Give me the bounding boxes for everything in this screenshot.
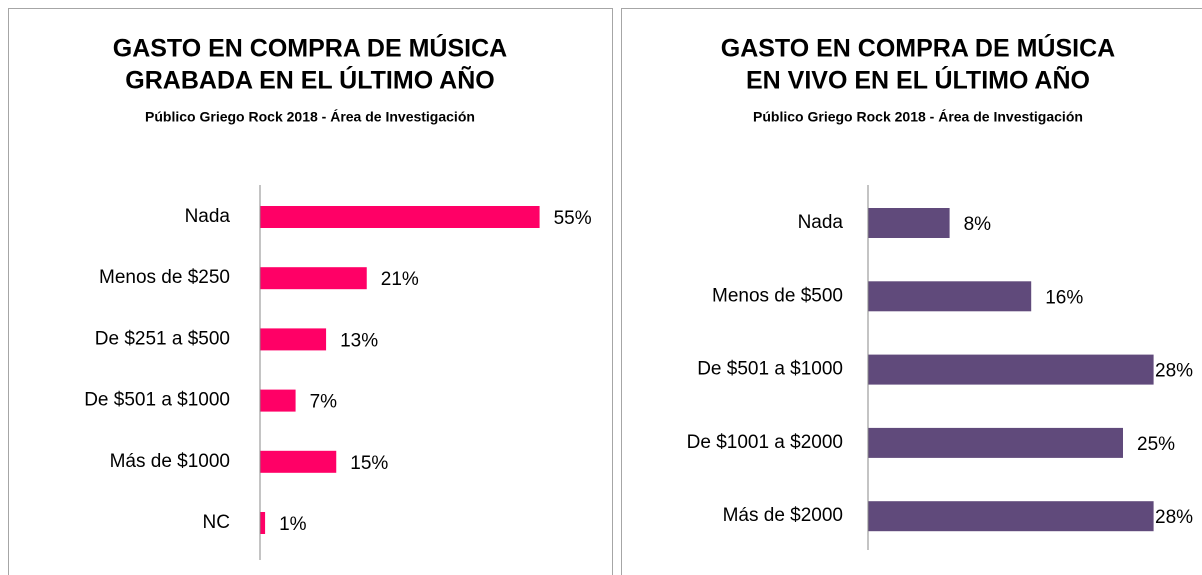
chart-title: GASTO EN COMPRA DE MÚSICA: [113, 33, 507, 63]
bar: [260, 389, 296, 412]
bar: [260, 267, 367, 290]
value-label: 7%: [310, 392, 338, 413]
category-label: De $251 a $500: [95, 328, 230, 349]
category-label: Menos de $500: [712, 285, 843, 306]
category-label: De $501 a $1000: [84, 390, 230, 411]
bar: [868, 501, 1154, 532]
value-label: 25%: [1137, 434, 1175, 455]
value-label: 21%: [381, 269, 419, 290]
value-label: 1%: [279, 514, 307, 535]
category-label: NC: [203, 512, 230, 533]
chart-subtitle: Público Griego Rock 2018 - Área de Inves…: [145, 109, 475, 125]
value-label: 13%: [340, 330, 378, 351]
chart-title: GASTO EN COMPRA DE MÚSICA: [721, 33, 1115, 63]
chart-subtitle: Público Griego Rock 2018 - Área de Inves…: [753, 109, 1083, 125]
category-label: Más de $2000: [723, 505, 843, 526]
bar: [868, 427, 1123, 458]
value-label: 15%: [350, 453, 388, 474]
category-label: Más de $1000: [110, 451, 230, 472]
bar: [868, 354, 1154, 385]
panel: [8, 8, 613, 575]
bar: [260, 450, 337, 473]
category-label: De $1001 a $2000: [687, 432, 843, 453]
value-label: 28%: [1155, 361, 1193, 382]
bar: [260, 206, 540, 228]
category-label: Nada: [798, 212, 844, 233]
value-label: 55%: [554, 208, 592, 229]
value-label: 16%: [1045, 287, 1083, 308]
category-label: Menos de $250: [99, 267, 230, 288]
category-label: De $501 a $1000: [697, 359, 843, 380]
value-label: 28%: [1155, 507, 1193, 528]
bar: [868, 208, 950, 238]
chart-title: EN VIVO EN EL ÚLTIMO AÑO: [746, 65, 1090, 95]
category-label: Nada: [185, 206, 231, 227]
bar: [260, 512, 266, 534]
bar: [868, 281, 1032, 312]
panel: [621, 8, 1202, 575]
value-label: 8%: [964, 214, 992, 235]
bar: [260, 328, 327, 351]
chart-title: GRABADA EN EL ÚLTIMO AÑO: [125, 65, 494, 95]
